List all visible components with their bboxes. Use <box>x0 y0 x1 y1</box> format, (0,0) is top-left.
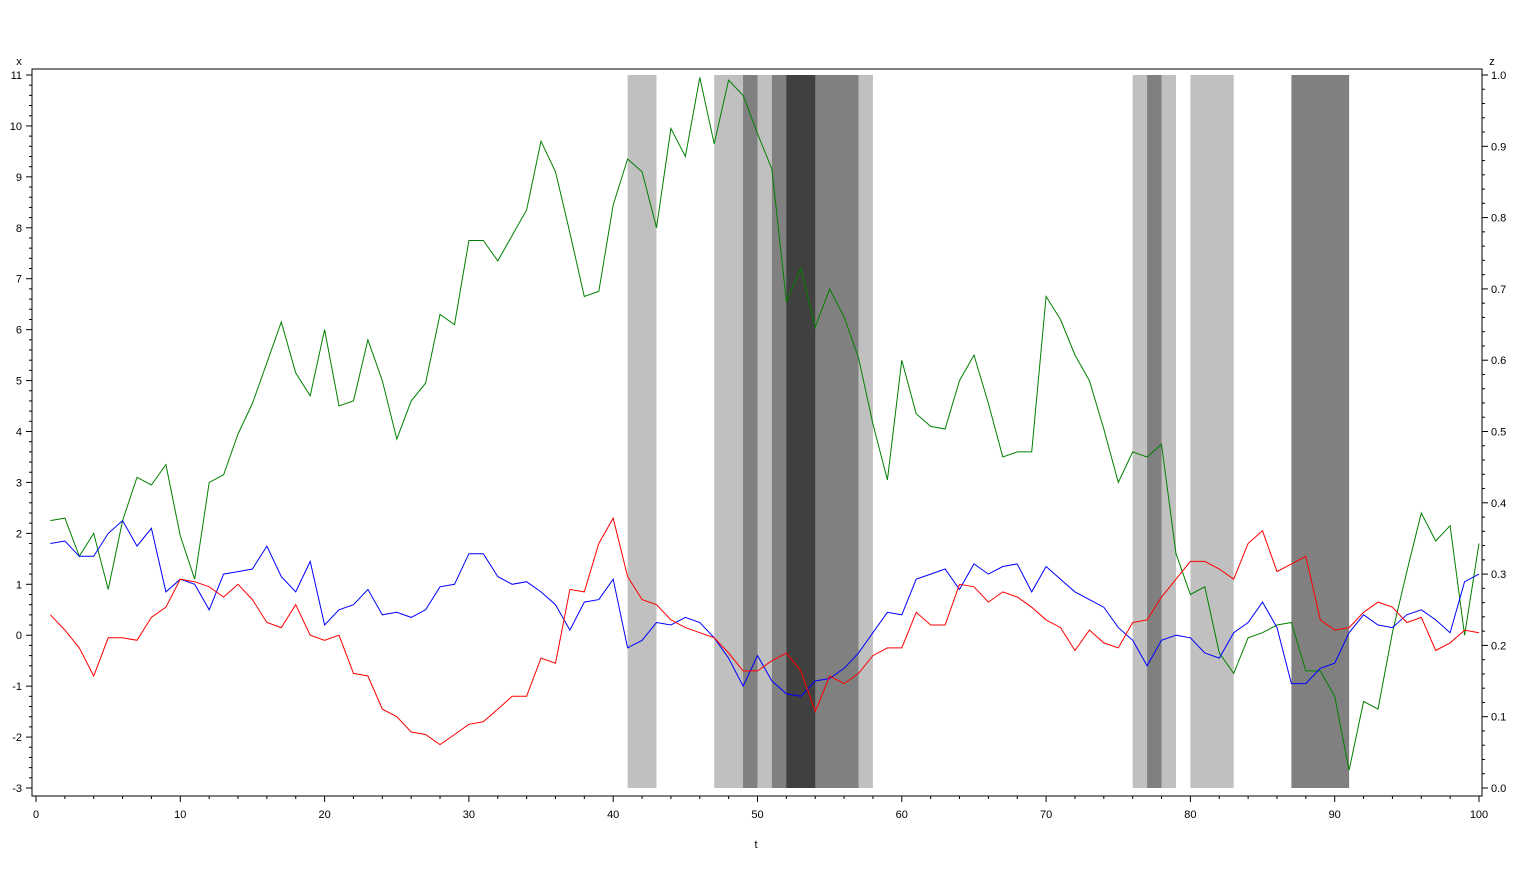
y-right-tick-label: 0.9 <box>1491 141 1506 153</box>
x-tick-label: 10 <box>174 809 186 821</box>
y-left-tick-label: -3 <box>12 783 22 795</box>
shaded-region-medium <box>1291 75 1350 788</box>
y-left-tick-label: 10 <box>10 121 22 133</box>
y-axis-left: -3 -2 -1 0 1 2 3 4 5 6 7 8 9 10 11 <box>10 70 32 795</box>
y-left-tick-label: 5 <box>16 376 22 388</box>
y-right-tick-label: 0.6 <box>1491 355 1506 367</box>
shaded-region-light <box>627 75 657 788</box>
y-left-tick-label: 9 <box>16 172 22 184</box>
shaded-regions <box>627 75 1350 788</box>
x-tick-label: 70 <box>1040 809 1052 821</box>
y-left-tick-label: 7 <box>16 274 22 286</box>
shaded-region-medium <box>743 75 758 788</box>
x-axis: 0 10 20 30 40 50 60 70 80 90 100 <box>33 796 1488 821</box>
series-line-2 <box>50 516 1480 746</box>
y-left-tick-label: 3 <box>16 477 22 489</box>
y-right-tick-label: 0.5 <box>1491 427 1506 439</box>
shaded-region-dark <box>786 75 816 788</box>
x-axis-label: t <box>754 839 757 851</box>
x-tick-label: 20 <box>318 809 330 821</box>
series-line-0 <box>50 77 1480 771</box>
series-lines <box>50 77 1480 771</box>
y-right-tick-label: 0.0 <box>1491 783 1506 795</box>
y-right-tick-label: 0.7 <box>1491 284 1506 296</box>
x-tick-label: 100 <box>1470 809 1488 821</box>
y-left-tick-label: 0 <box>16 630 22 642</box>
y-axis-left-label: x <box>16 56 22 68</box>
y-left-tick-label: 8 <box>16 223 22 235</box>
y-axis-right-label: z <box>1489 56 1495 68</box>
y-right-tick-label: 0.4 <box>1491 498 1506 510</box>
y-right-tick-label: 0.3 <box>1491 569 1506 581</box>
y-axis-right: 0.0 0.1 0.2 0.3 0.4 0.5 0.6 0.7 0.8 0.9 1.0 <box>1482 70 1506 795</box>
y-left-tick-label: 11 <box>11 70 22 82</box>
x-tick-label: 80 <box>1184 809 1196 821</box>
y-right-tick-label: 0.2 <box>1491 640 1506 652</box>
x-tick-label: 0 <box>33 809 39 821</box>
x-tick-label: 60 <box>896 809 908 821</box>
x-tick-label: 30 <box>463 809 475 821</box>
y-right-tick-label: 1.0 <box>1491 70 1506 82</box>
shaded-region-light <box>1190 75 1234 788</box>
x-tick-label: 40 <box>607 809 619 821</box>
x-tick-label: 90 <box>1329 809 1341 821</box>
y-left-tick-label: 6 <box>16 325 22 337</box>
y-right-tick-label: 0.1 <box>1491 712 1506 724</box>
y-left-tick-label: 4 <box>16 427 22 439</box>
y-left-tick-label: 2 <box>16 528 22 540</box>
y-right-tick-label: 0.8 <box>1491 213 1506 225</box>
y-left-tick-label: -2 <box>12 732 22 744</box>
series-line-1 <box>50 519 1480 697</box>
x-tick-label: 50 <box>751 809 763 821</box>
y-left-tick-label: 1 <box>16 579 22 591</box>
shaded-region-medium <box>1147 75 1162 788</box>
y-left-tick-label: -1 <box>12 681 22 693</box>
